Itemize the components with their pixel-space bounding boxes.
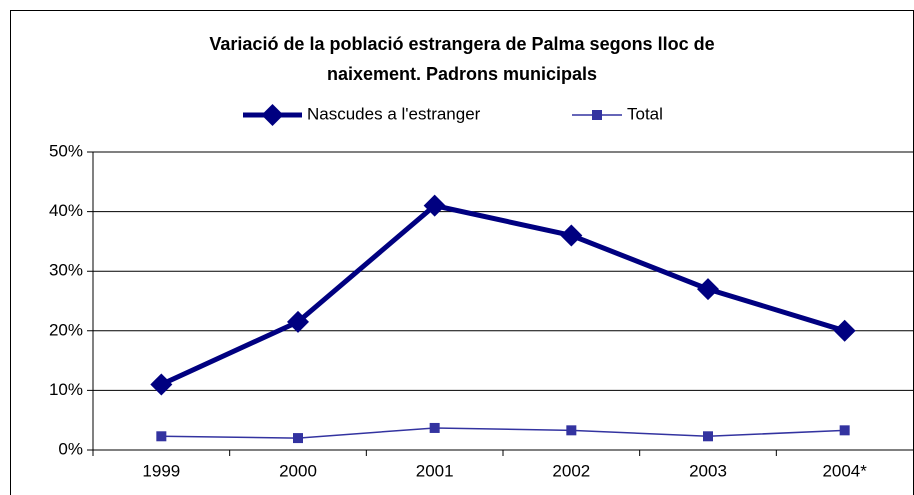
y-tick-label: 30% <box>49 261 83 280</box>
y-tick-label: 20% <box>49 320 83 339</box>
marker <box>592 110 602 120</box>
marker <box>566 425 577 436</box>
marker <box>429 422 440 433</box>
marker <box>560 224 583 247</box>
y-tick-label: 10% <box>49 380 83 399</box>
x-tick-label: 2001 <box>416 461 454 480</box>
marker <box>423 194 446 217</box>
x-tick-label: 2000 <box>279 461 317 480</box>
marker <box>697 278 719 301</box>
chart-title: naixement. Padrons municipals <box>327 64 597 84</box>
series-line <box>160 202 846 387</box>
x-tick-label: 2002 <box>552 461 590 480</box>
marker <box>261 104 284 126</box>
marker <box>293 433 303 444</box>
marker <box>156 431 167 442</box>
marker <box>703 431 713 442</box>
marker <box>287 310 309 333</box>
marker <box>839 425 850 436</box>
marker <box>833 319 856 342</box>
series-line <box>161 427 845 439</box>
y-tick-label: 0% <box>58 439 83 458</box>
chart-title: Variació de la població estrangera de Pa… <box>209 34 714 54</box>
x-tick-label: 2003 <box>689 461 727 480</box>
x-tick-label: 1999 <box>142 461 180 480</box>
x-tick-label: 2004* <box>822 461 867 480</box>
y-tick-label: 50% <box>49 141 83 160</box>
chart-frame <box>10 10 914 495</box>
marker <box>150 373 173 396</box>
legend-label: Total <box>627 104 663 123</box>
y-tick-label: 40% <box>49 201 83 220</box>
legend-label: Nascudes a l'estranger <box>307 104 481 123</box>
